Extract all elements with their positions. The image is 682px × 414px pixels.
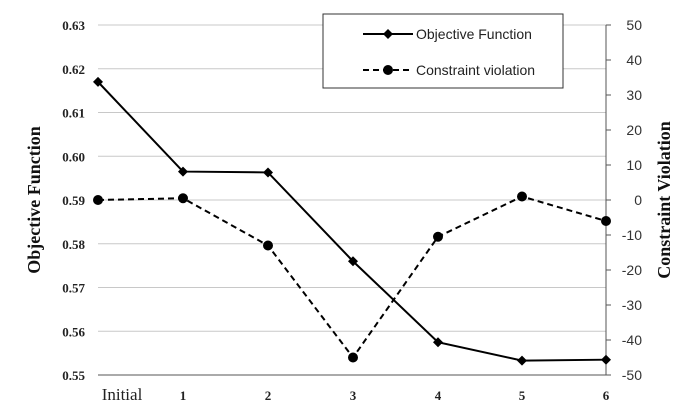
right-tick-label: -20 — [622, 262, 642, 278]
right-axis-ticks: -50 -40 -30 -20 -10 0 10 20 30 40 50 — [605, 17, 642, 383]
right-tick-label: -30 — [622, 297, 642, 313]
left-tick-label: 0.58 — [62, 237, 85, 252]
x-tick-label: 5 — [519, 388, 526, 403]
constraint-point — [263, 240, 273, 251]
x-tick-label: 4 — [435, 388, 442, 403]
series-line-constraint — [97, 195, 607, 360]
constraint-point — [517, 191, 527, 202]
legend-label-constraint: Constraint violation — [416, 62, 535, 78]
right-tick-label: 30 — [626, 87, 642, 103]
right-tick-label: -10 — [622, 227, 642, 243]
right-tick-label: -50 — [622, 367, 642, 383]
legend: Objective Function Constraint violation — [322, 13, 564, 89]
objective-point — [263, 167, 273, 178]
left-axis-ticks: 0.55 0.56 0.57 0.58 0.59 0.60 0.61 0.62 0.63 — [62, 18, 85, 383]
left-tick-label: 0.56 — [62, 324, 85, 339]
constraint-point — [93, 195, 103, 205]
legend-box — [322, 13, 564, 89]
constraint-point — [433, 231, 443, 242]
right-tick-label: 40 — [626, 52, 642, 68]
x-tick-label: 3 — [350, 388, 357, 403]
x-axis-ticks: Initial 1 2 3 4 5 6 — [98, 374, 610, 404]
legend-marker-diamond — [383, 29, 393, 39]
x-tick-label: 2 — [265, 388, 272, 403]
x-tick-label: Initial — [102, 385, 143, 404]
left-tick-label: 0.63 — [62, 18, 85, 33]
x-tick-label: 6 — [603, 388, 610, 403]
objective-point — [178, 166, 188, 177]
left-tick-label: 0.62 — [62, 62, 85, 77]
objective-point — [348, 256, 358, 267]
objective-point — [433, 337, 443, 348]
objective-point — [517, 355, 527, 366]
left-tick-label: 0.55 — [62, 368, 85, 383]
legend-label-objective: Objective Function — [416, 26, 532, 42]
constraint-point — [601, 216, 611, 226]
series-layer — [93, 76, 611, 366]
left-tick-label: 0.59 — [62, 193, 85, 208]
left-axis-title: Objective Function — [24, 126, 44, 273]
right-tick-label: 10 — [626, 157, 642, 173]
left-tick-label: 0.57 — [62, 281, 85, 296]
legend-marker-circle — [383, 65, 393, 75]
right-axis-title: Constraint Violation — [654, 121, 674, 279]
left-tick-label: 0.61 — [62, 106, 85, 121]
left-tick-label: 0.60 — [62, 149, 85, 164]
series-line-objective — [97, 81, 607, 362]
constraint-point — [178, 193, 188, 204]
right-tick-label: 50 — [626, 17, 642, 33]
right-tick-label: -40 — [622, 332, 642, 348]
right-tick-label: 0 — [634, 192, 642, 208]
x-tick-label: 1 — [180, 388, 187, 403]
constraint-point — [348, 352, 358, 363]
objective-point — [601, 354, 611, 365]
right-tick-label: 20 — [626, 122, 642, 138]
objective-point — [93, 76, 103, 87]
